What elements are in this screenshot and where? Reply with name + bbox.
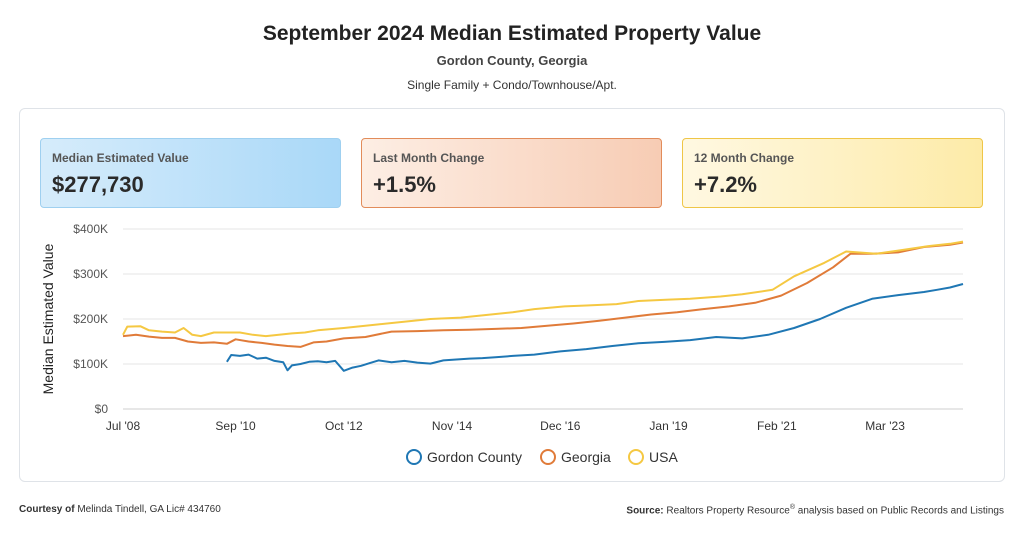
legend-marker-usa [628,449,644,465]
x-tick-label: Jul '08 [106,419,141,433]
median-value-card: Median Estimated Value $277,730 [40,138,341,208]
x-tick-label: Nov '14 [432,419,473,433]
courtesy-footer: Courtesy of Melinda Tindell, GA Lic# 434… [19,504,221,515]
y-tick-label: $400K [73,222,108,236]
y-axis-label: Median Estimated Value [40,243,56,394]
x-tick-label: Jan '19 [649,419,688,433]
x-tick-label: Feb '21 [757,419,797,433]
legend-label-usa: USA [649,449,678,465]
series-line-gordon-county [226,283,964,372]
series-line-georgia [122,241,964,348]
x-tick-label: Dec '16 [540,419,581,433]
courtesy-name: Melinda Tindell, GA Lic# 434760 [77,504,221,515]
last-month-change-amount: +1.5% [373,172,436,197]
courtesy-prefix: Courtesy of [19,504,75,515]
y-tick-label: $300K [73,267,108,281]
y-tick-label: $200K [73,312,108,326]
x-tick-label: Mar '23 [865,419,905,433]
median-value-amount: $277,730 [52,172,144,197]
source-name: Realtors Property Resource [666,505,790,517]
twelve-month-change-amount: +7.2% [694,172,757,197]
legend-marker-georgia [540,449,556,465]
series-line-usa [122,240,964,338]
y-tick-label: $0 [95,402,109,416]
source-footer: Source: Realtors Property Resource® anal… [626,504,1004,516]
twelve-month-change-label: 12 Month Change [694,151,795,165]
last-month-change-label: Last Month Change [373,151,485,165]
twelve-month-change-card: 12 Month Change +7.2% [682,138,983,208]
property-types-subtitle: Single Family + Condo/Townhouse/Apt. [407,78,617,92]
page-title: September 2024 Median Estimated Property… [262,22,762,45]
x-tick-label: Sep '10 [215,419,256,433]
registered-mark: ® [789,504,795,511]
x-tick-label: Oct '12 [325,419,363,433]
source-prefix: Source: [626,505,664,517]
source-suffix: analysis based on Public Records and Lis… [794,505,1004,517]
median-value-label: Median Estimated Value [52,151,189,165]
location-subtitle: Gordon County, Georgia [436,53,588,68]
legend-label-gordon-county: Gordon County [427,449,522,465]
last-month-change-card: Last Month Change +1.5% [361,138,662,208]
legend-marker-gordon-county [406,449,422,465]
y-tick-label: $100K [73,357,108,371]
legend-label-georgia: Georgia [561,449,611,465]
